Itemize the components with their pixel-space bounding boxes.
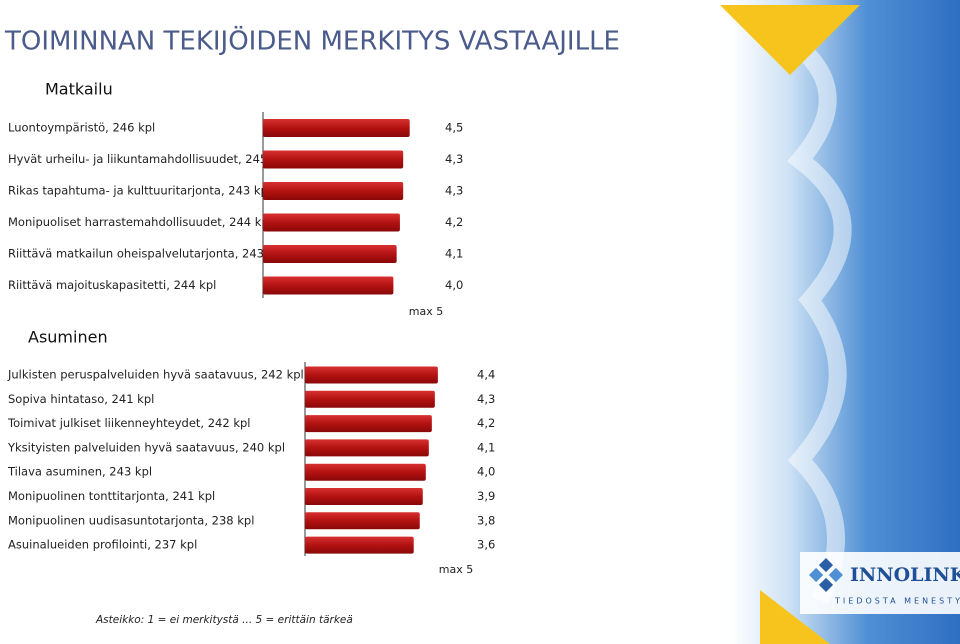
bar	[305, 439, 429, 457]
category-label: Asuinalueiden profilointi, 237 kpl	[8, 538, 197, 552]
x-tick-label: max 5	[439, 563, 473, 576]
logo-name: INNOLINK	[850, 564, 960, 586]
value-label: 4,3	[477, 392, 495, 406]
bar	[263, 276, 394, 295]
x-tick-label: max 5	[409, 305, 443, 318]
category-label: Luontoympäristö, 246 kpl	[8, 121, 155, 135]
category-label: Yksityisten palveluiden hyvä saatavuus, …	[7, 440, 285, 454]
category-label: Rikas tapahtuma- ja kulttuuritarjonta, 2…	[8, 184, 271, 198]
bar	[305, 366, 438, 384]
value-label: 4,3	[445, 184, 463, 198]
value-label: 4,0	[445, 278, 463, 292]
page-title: TOIMINNAN TEKIJÖIDEN MERKITYS VASTAAJILL…	[4, 25, 620, 57]
value-label: 3,8	[477, 513, 495, 527]
bar	[305, 463, 426, 481]
bar	[263, 213, 400, 232]
value-label: 4,1	[445, 247, 463, 261]
bar	[305, 390, 435, 408]
bar	[305, 536, 414, 554]
logo-tagline: TIEDOSTA MENESTYS	[834, 597, 960, 606]
value-label: 4,5	[445, 121, 463, 135]
bar	[305, 512, 420, 530]
bar	[305, 488, 423, 505]
chart-title: Asuminen	[28, 328, 108, 347]
category-label: Tilava asuminen, 243 kpl	[7, 465, 152, 479]
value-label: 4,4	[477, 368, 495, 382]
category-label: Monipuolinen tonttitarjonta, 241 kpl	[8, 489, 215, 503]
bar	[263, 245, 397, 263]
category-label: Riittävä majoituskapasitetti, 244 kpl	[8, 278, 216, 292]
category-label: Hyvät urheilu- ja liikuntamahdollisuudet…	[8, 152, 288, 166]
value-label: 4,0	[477, 465, 495, 479]
side-image	[720, 0, 960, 644]
category-label: Monipuoliset harrastemahdollisuudet, 244…	[8, 215, 272, 229]
value-label: 4,2	[445, 215, 463, 229]
value-label: 3,9	[477, 489, 495, 503]
value-label: 4,1	[477, 440, 495, 454]
bar	[263, 150, 404, 169]
category-label: Julkisten peruspalveluiden hyvä saatavuu…	[7, 368, 304, 382]
value-label: 4,3	[445, 152, 463, 166]
category-label: Monipuolinen uudisasuntotarjonta, 238 kp…	[8, 513, 254, 527]
bar	[263, 119, 410, 137]
bar	[263, 182, 404, 200]
value-label: 4,2	[477, 416, 495, 430]
category-label: Sopiva hintataso, 241 kpl	[8, 392, 154, 406]
category-label: Riittävä matkailun oheispalvelutarjonta,…	[8, 247, 285, 261]
bar	[305, 415, 432, 433]
chart-title: Matkailu	[45, 80, 113, 99]
value-label: 3,6	[477, 538, 495, 552]
category-label: Toimivat julkiset liikenneyhteydet, 242 …	[7, 416, 250, 430]
footer-note: Asteikko: 1 = ei merkitystä ... 5 = erit…	[95, 614, 353, 626]
